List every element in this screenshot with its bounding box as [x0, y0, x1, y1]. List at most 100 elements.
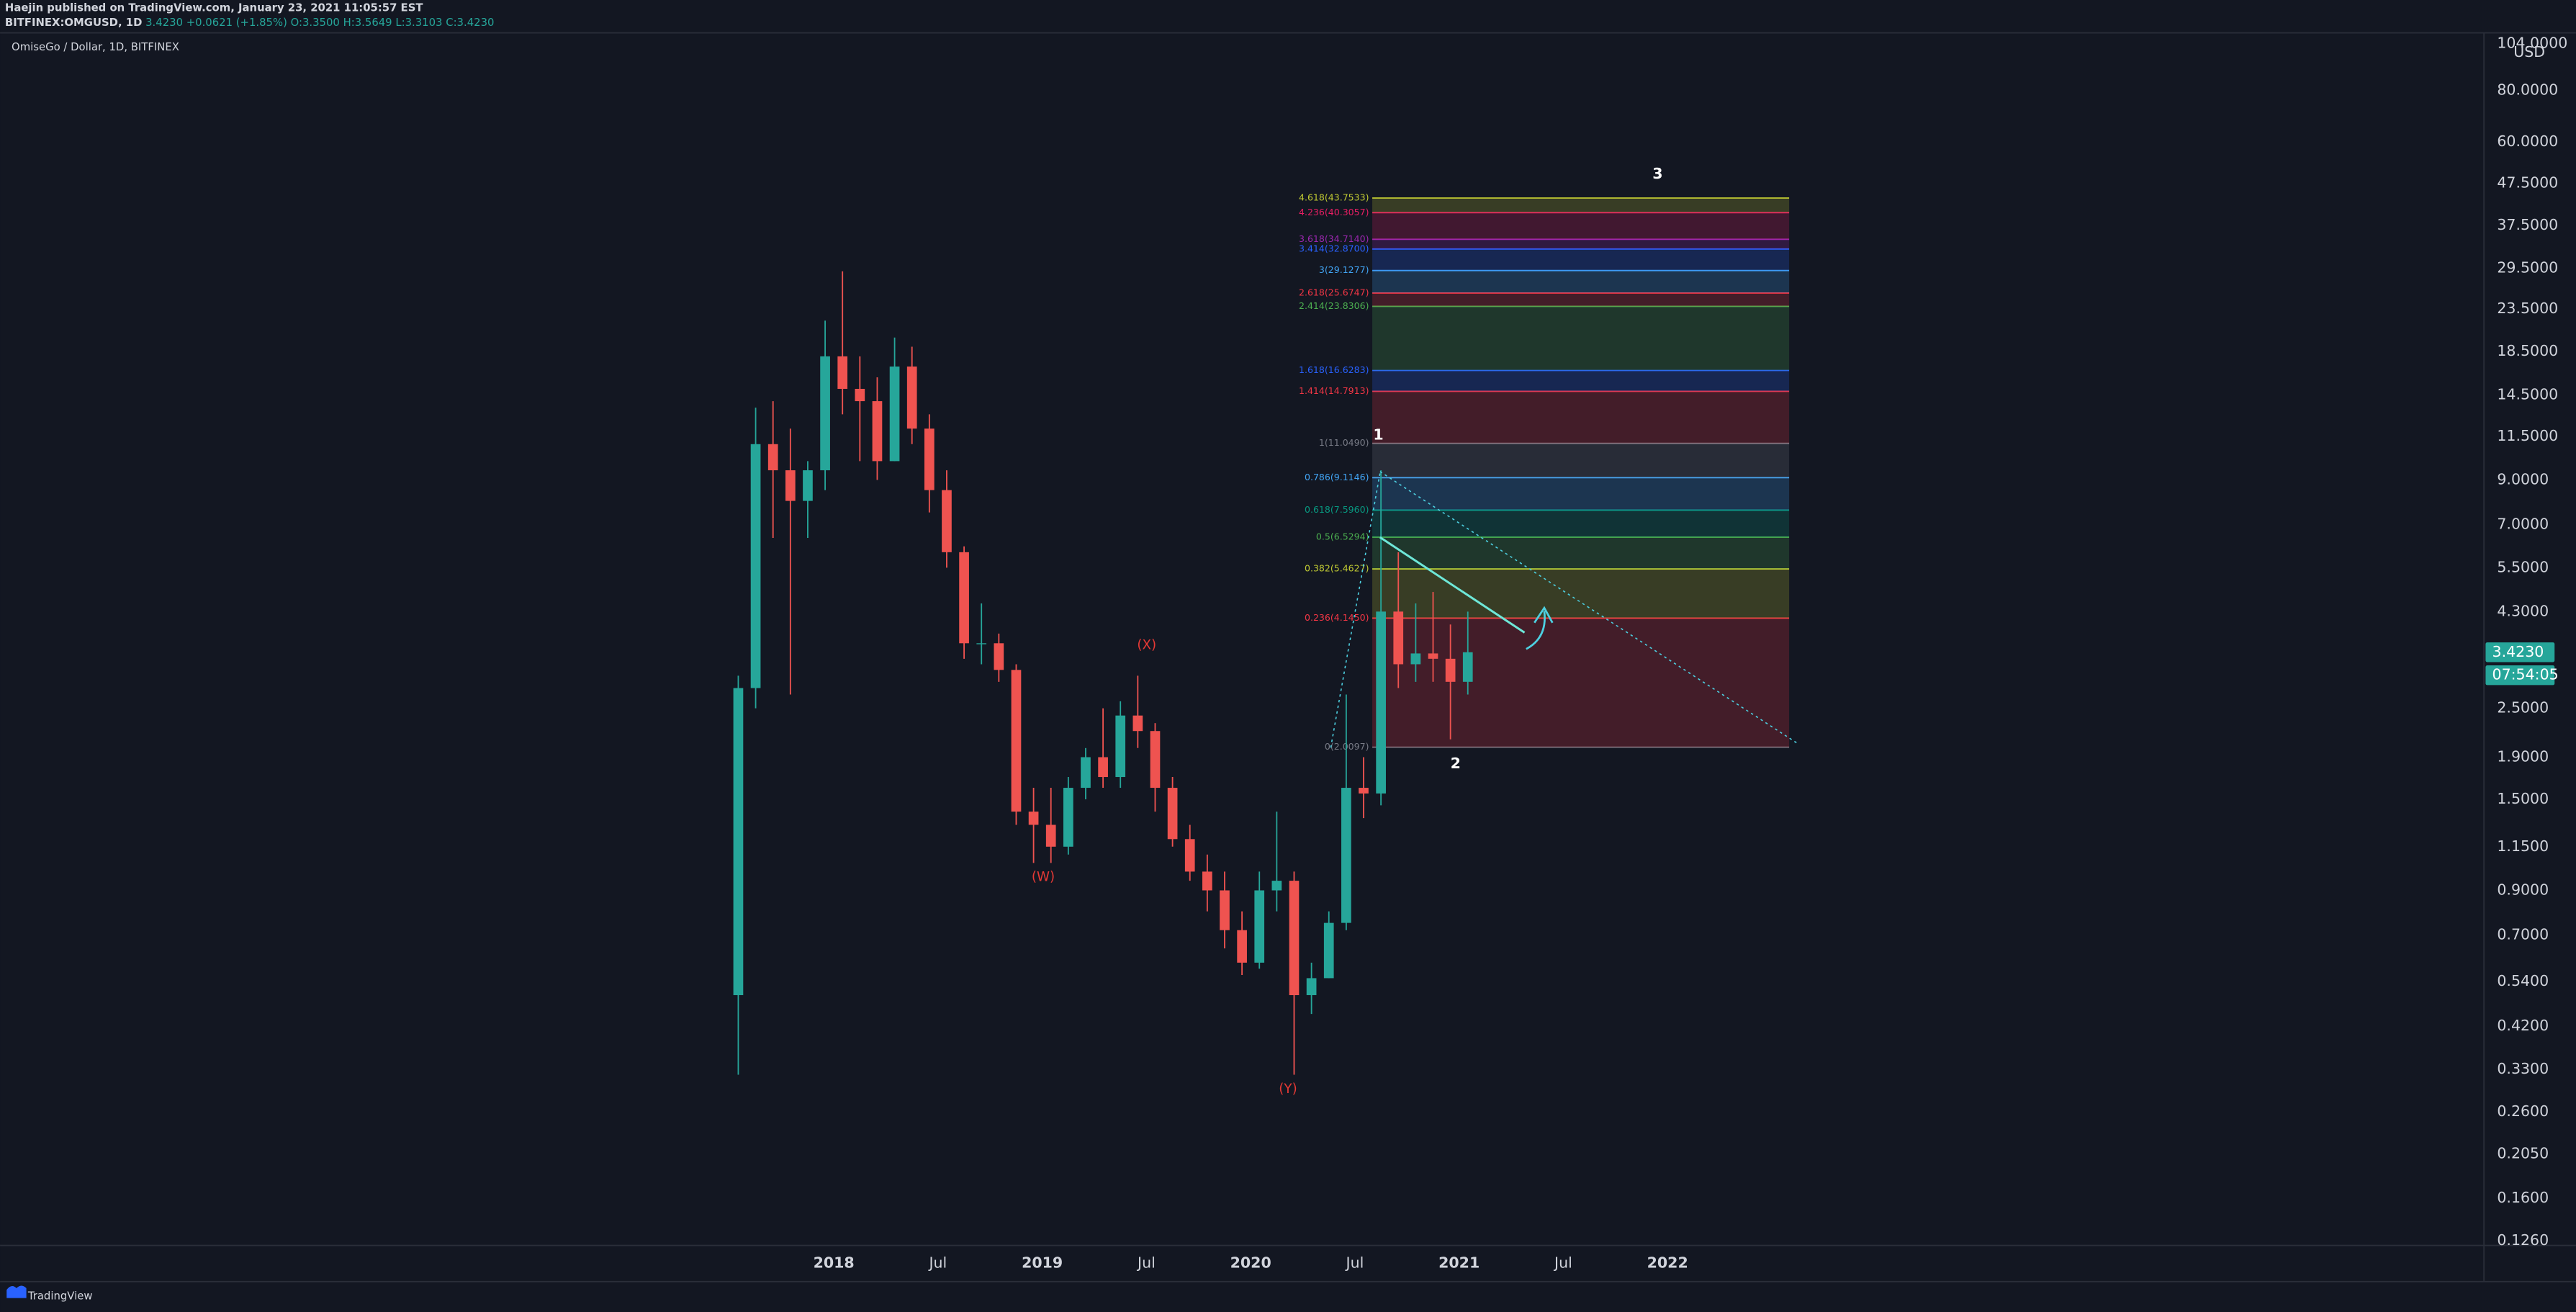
candle-body [1081, 757, 1091, 788]
fib-label: 2.618(25.6747) [1299, 287, 1369, 297]
candle-body [1445, 658, 1456, 682]
candle-body [1011, 670, 1022, 812]
y-tick-label: 47.5000 [2497, 174, 2558, 192]
y-tick-label: 0.1260 [2497, 1231, 2549, 1249]
close: C:3.4230 [446, 17, 494, 29]
open: O:3.3500 [291, 17, 340, 29]
wave-label: (W) [1032, 869, 1055, 884]
fib-label: 3.414(32.8700) [1299, 243, 1369, 253]
y-tick-label: 2.5000 [2497, 699, 2549, 716]
y-tick-label: 5.5000 [2497, 558, 2549, 575]
candle-body [1428, 653, 1438, 659]
quote-line: BITFINEX:OMGUSD, 1D 3.4230 +0.0621 (+1.8… [5, 17, 495, 29]
fib-label: 1.618(16.6283) [1299, 364, 1369, 375]
candle-body [1289, 881, 1300, 996]
candle-body [837, 356, 848, 390]
last-price: 3.4230 [145, 17, 183, 29]
y-tick-label: 18.5000 [2497, 342, 2558, 359]
x-tick-label: Jul [1136, 1254, 1156, 1272]
candle-body [1359, 788, 1369, 794]
fib-band [1372, 212, 1790, 240]
candle-body [1150, 731, 1161, 788]
fib-label: 0.382(5.4627) [1305, 563, 1369, 574]
y-tick-label: 11.5000 [2497, 427, 2558, 444]
fib-label: 0.618(7.5960) [1305, 504, 1369, 515]
candle-body [1132, 715, 1143, 732]
fib-band [1372, 248, 1790, 271]
y-tick-label: 1.1500 [2497, 837, 2549, 855]
countdown: 07:54:05 [2492, 666, 2559, 683]
arrow-head [1534, 606, 1554, 624]
wave-label: 3 [1652, 165, 1662, 182]
fib-band [1372, 443, 1790, 478]
wave-label: 2 [1451, 755, 1461, 772]
chart-title: OmiseGo / Dollar, 1D, BITFINEX [12, 41, 179, 53]
candle-body [1237, 930, 1247, 963]
fib-label: 3(29.1277) [1319, 264, 1369, 275]
fib-band [1372, 239, 1790, 249]
candle-body [1306, 978, 1317, 996]
candle-body [1410, 653, 1421, 665]
fib-band [1372, 370, 1790, 392]
x-tick-label: 2020 [1230, 1254, 1271, 1272]
candle-body [1220, 890, 1230, 930]
x-tick-label: Jul [1345, 1254, 1364, 1272]
candle-body [942, 490, 952, 552]
fib-label: 0.786(9.1146) [1305, 472, 1369, 482]
candle-body [1098, 757, 1108, 778]
candle-body [1045, 825, 1056, 847]
x-tick-label: 2022 [1647, 1254, 1688, 1272]
candle-body [820, 356, 830, 471]
fib-band [1372, 292, 1790, 307]
fib-band [1372, 510, 1790, 537]
y-tick-label: 60.0000 [2497, 132, 2558, 150]
wave-label: (Y) [1279, 1082, 1297, 1097]
y-tick-label: 0.7000 [2497, 926, 2549, 943]
y-tick-label: 1.5000 [2497, 790, 2549, 807]
candle-body [1254, 890, 1265, 963]
y-tick-label: 104.0000 [2497, 35, 2567, 52]
high: H:3.5649 [343, 17, 392, 29]
candle-body [767, 444, 778, 471]
fib-label: 1(11.0490) [1319, 437, 1369, 448]
y-tick-label: 0.1600 [2497, 1189, 2549, 1206]
candle-body [1167, 788, 1178, 840]
x-tick-label: Jul [928, 1254, 947, 1272]
wave-label: 1 [1373, 426, 1383, 444]
candle-body [959, 552, 969, 644]
fib-label: 4.618(43.7533) [1299, 192, 1369, 202]
x-tick-label: 2021 [1438, 1254, 1480, 1272]
candle-body [785, 470, 796, 501]
fib-band [1372, 477, 1790, 511]
candle-body [976, 643, 987, 644]
axis-unit: USD [2513, 43, 2545, 60]
change: +0.0621 (+1.85%) [186, 17, 287, 29]
y-tick-label: 4.3000 [2497, 602, 2549, 619]
y-tick-label: 29.5000 [2497, 259, 2558, 277]
price-tag [2485, 642, 2555, 662]
y-tick-label: 0.9000 [2497, 881, 2549, 898]
candle-body [1393, 611, 1404, 665]
fib-label: 2.414(23.8306) [1299, 300, 1369, 311]
symbol: BITFINEX:OMGUSD, 1D [5, 17, 142, 29]
candle-body [1341, 788, 1351, 923]
candle-body [1184, 839, 1195, 872]
candle-body [924, 428, 935, 490]
x-tick-label: 2018 [814, 1254, 855, 1272]
wave-label: (X) [1137, 638, 1156, 653]
fib-label: 1.414(14.7913) [1299, 385, 1369, 396]
candle-body [1323, 922, 1334, 979]
candle-body [733, 688, 744, 996]
low: L:3.3103 [395, 17, 442, 29]
fib-label: 0.236(4.1450) [1305, 612, 1369, 623]
publisher: Haejin published on TradingView.com, Jan… [5, 1, 423, 14]
y-tick-label: 0.5400 [2497, 972, 2549, 989]
price-tag-label: 3.4230 [2492, 643, 2544, 660]
candle-body [889, 367, 900, 462]
fib-band [1372, 536, 1790, 570]
y-tick-label: 14.5000 [2497, 385, 2558, 403]
candle-body [1115, 715, 1126, 778]
candle-body [1271, 881, 1282, 891]
